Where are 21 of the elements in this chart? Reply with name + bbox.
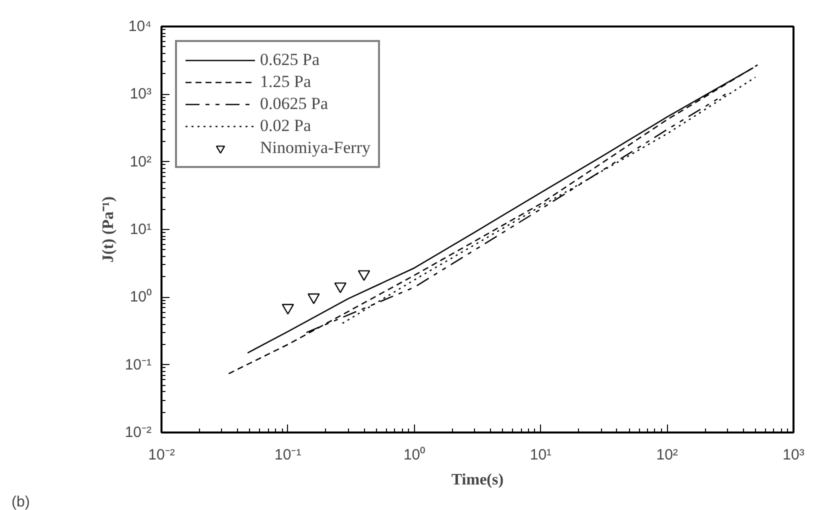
legend-label: Ninomiya-Ferry (260, 138, 370, 158)
x-axis-title: Time(s) (451, 472, 504, 488)
x-tick-label: 10³ (782, 446, 804, 464)
legend-label: 0.02 Pa (260, 116, 311, 136)
text: (b) (12, 494, 30, 510)
y-axis-title: J(t) (Pa⁻¹) (100, 196, 117, 263)
legend-label: 1.25 Pa (260, 72, 311, 92)
y-tick-label: 10⁻² (124, 424, 152, 441)
x-tick-label: 10⁻² (148, 446, 175, 464)
legend-label: 0.0625 Pa (260, 94, 328, 114)
legend-label: 0.625 Pa (260, 50, 320, 70)
x-tick-label: 10¹ (530, 446, 552, 464)
x-tick-label: 10⁻¹ (274, 446, 302, 464)
x-tick-label: 10² (656, 446, 678, 464)
y-tick-label: 10² (130, 153, 152, 170)
y-tick-label: 10⁴ (128, 18, 152, 35)
y-tick-label: 10¹ (130, 221, 152, 238)
y-tick-label: 10⁰ (130, 288, 152, 306)
y-tick-label: 10³ (130, 86, 152, 103)
y-tick-label: 10⁻¹ (124, 356, 152, 374)
x-tick-label: 10⁰ (403, 446, 426, 464)
